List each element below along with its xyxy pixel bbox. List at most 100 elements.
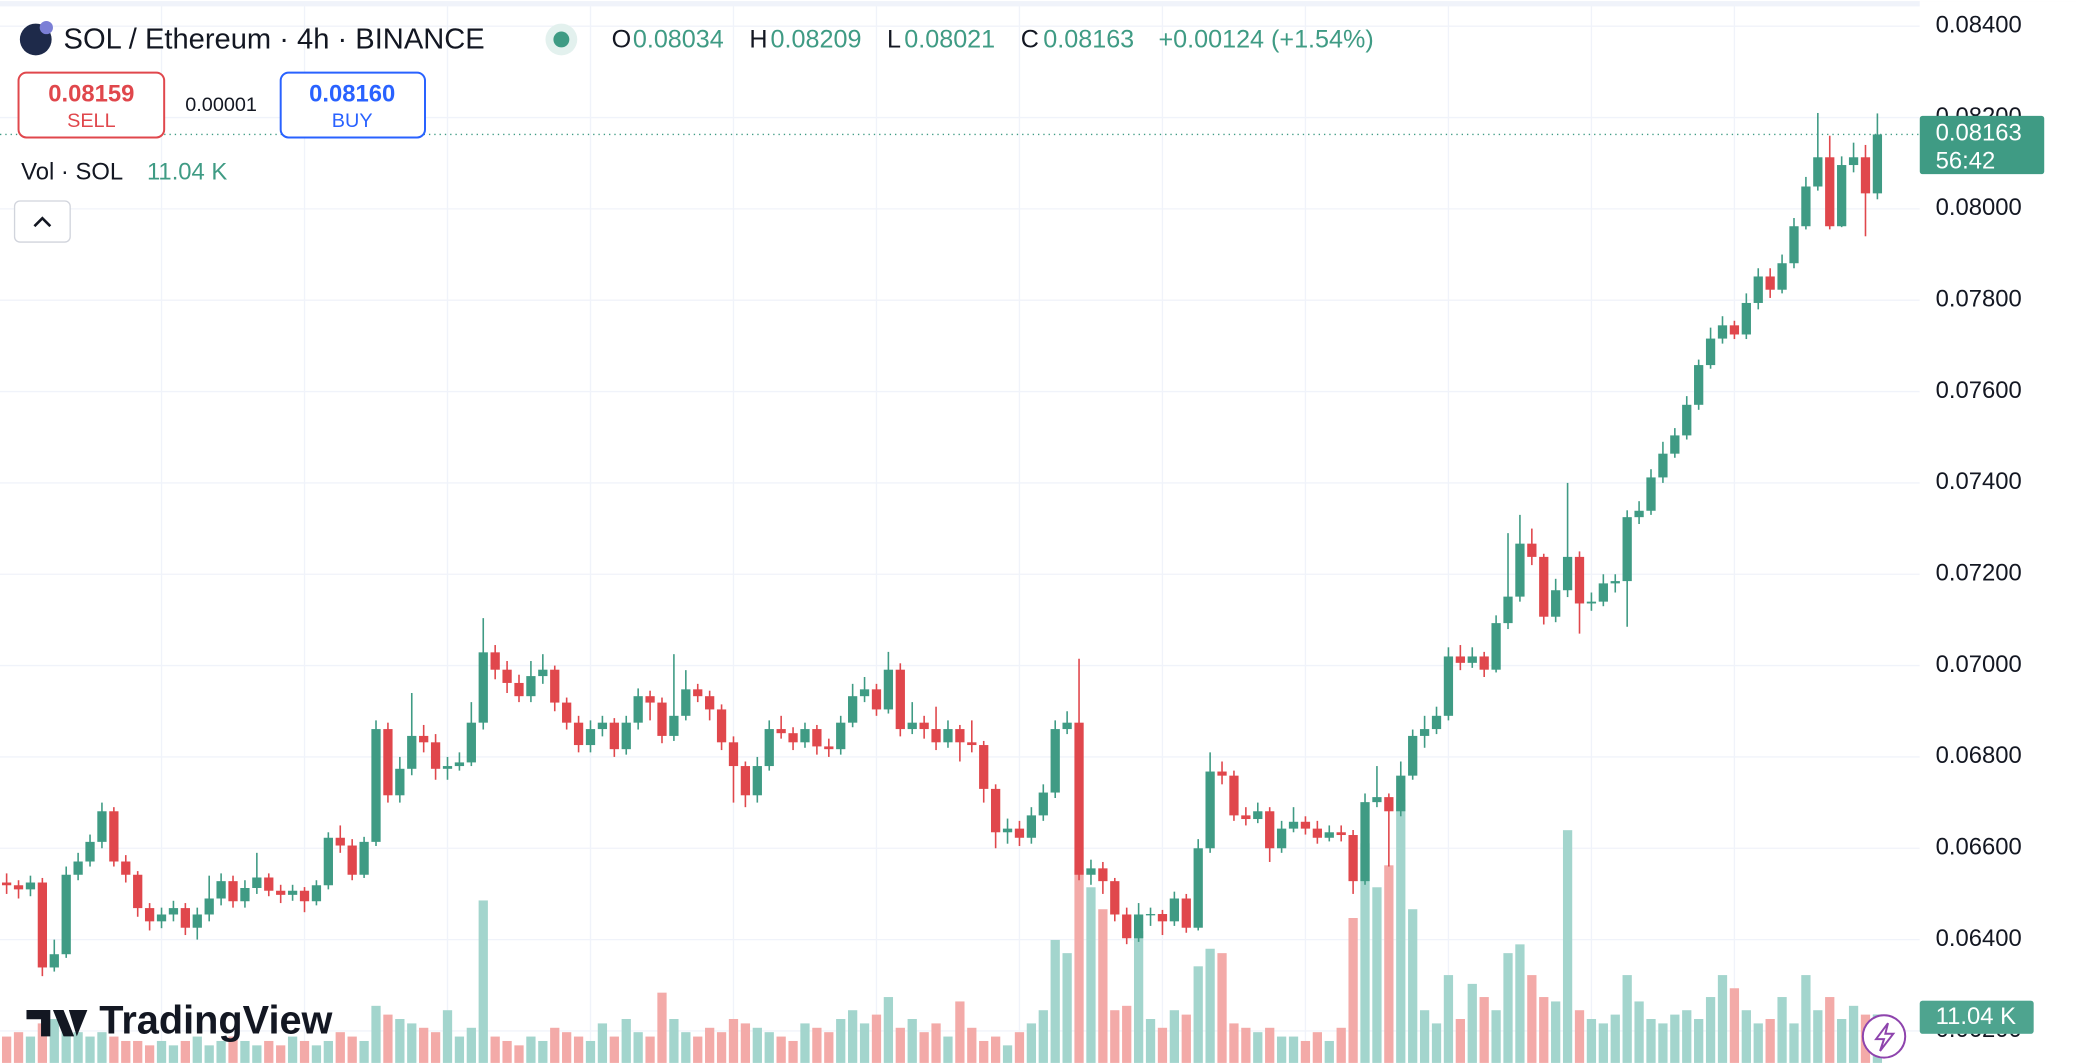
candle-body	[276, 890, 286, 895]
volume-bar	[1431, 1023, 1442, 1063]
buy-label: BUY	[332, 110, 373, 132]
candle-body	[895, 669, 905, 730]
candle-body	[669, 715, 679, 736]
y-tick-label: 0.07200	[1936, 560, 2022, 587]
candle-body	[1443, 656, 1454, 716]
grid	[0, 1, 1920, 1063]
volume-bar	[836, 1019, 846, 1063]
candle-body	[1038, 792, 1048, 816]
volume-bar	[419, 1027, 429, 1063]
volume-bar	[502, 1040, 512, 1063]
spread: 0.00001	[185, 94, 257, 116]
volume-bar	[883, 997, 894, 1063]
volume-bar	[359, 1040, 369, 1063]
volume-bar	[1193, 966, 1203, 1063]
volume-bar	[943, 1036, 953, 1063]
candle-body	[693, 689, 703, 697]
volume-bar	[1682, 1010, 1692, 1063]
candle-body	[1515, 543, 1525, 597]
volume-bar	[1586, 1019, 1597, 1063]
candle-body	[109, 811, 119, 862]
candle-body	[514, 682, 524, 697]
candle-body	[1527, 543, 1537, 557]
candle-body	[728, 742, 739, 767]
lightning-icon	[1874, 1022, 1896, 1052]
volume-bar	[1110, 1010, 1120, 1063]
volume-bar	[681, 1032, 691, 1063]
candle-body	[97, 811, 107, 842]
last-price-label: 0.08163	[1936, 120, 2022, 147]
volume-bar	[1670, 1014, 1680, 1063]
ohlc-value: 0.08021	[904, 25, 995, 53]
volume-bar	[1741, 1010, 1751, 1063]
volume-bar	[1324, 1040, 1334, 1063]
candle-body	[1348, 835, 1358, 882]
candle-layer	[1, 112, 1883, 977]
volume-bar	[1300, 1040, 1311, 1063]
candle-body	[764, 729, 774, 767]
countdown: 56:42	[1936, 148, 1996, 175]
market-status-dot	[553, 31, 570, 48]
lightning-button[interactable]	[1861, 1014, 1907, 1059]
volume-bar	[550, 1027, 560, 1063]
volume-bar	[1455, 1019, 1465, 1063]
candle-body	[1622, 517, 1632, 582]
candle-body	[1229, 775, 1239, 816]
volume-bar	[967, 1027, 977, 1063]
volume-bar	[621, 1019, 631, 1063]
candle-body	[705, 696, 715, 710]
y-tick-label: 0.07800	[1936, 286, 2022, 313]
candle-body	[1825, 157, 1835, 227]
y-tick-label: 0.07000	[1936, 651, 2022, 678]
candle-body	[407, 735, 417, 769]
volume-bar	[1133, 931, 1144, 1063]
volume-bar	[1276, 1036, 1287, 1063]
candle-body	[1372, 797, 1382, 803]
candle-body	[1384, 797, 1394, 812]
volume-bar	[276, 1045, 286, 1063]
volume-bar	[824, 1032, 834, 1063]
volume-bar	[1777, 997, 1787, 1063]
volume-bar	[1789, 1023, 1799, 1063]
volume-bar	[776, 1036, 786, 1063]
volume-bar	[144, 1045, 155, 1063]
sell-price: 0.08159	[48, 80, 134, 107]
volume-bar	[1753, 1023, 1763, 1063]
candle-body	[859, 689, 870, 697]
price-change: +0.00124 (+1.54%)	[1158, 25, 1373, 53]
candle-body	[1408, 735, 1418, 776]
volume-bar	[705, 1027, 715, 1063]
candle-body	[490, 652, 500, 670]
volume-bar	[979, 1040, 989, 1063]
volume-bar	[442, 1010, 453, 1063]
volume-bar	[669, 1019, 679, 1063]
candle-body	[645, 696, 655, 703]
volume-bar	[216, 1040, 226, 1063]
volume-bar	[1026, 1023, 1037, 1063]
volume-bar	[1825, 997, 1835, 1063]
volume-bar	[562, 1032, 572, 1063]
candle-body	[550, 669, 560, 703]
volume-bar	[1646, 1019, 1656, 1063]
collapse-button[interactable]	[13, 200, 71, 243]
candle-body	[502, 669, 512, 683]
volume-bar	[1467, 983, 1477, 1063]
candle-body	[323, 837, 333, 886]
sell-button[interactable]	[17, 71, 166, 139]
volume-bar	[800, 1023, 810, 1063]
volume-bar	[121, 1040, 131, 1063]
candle-body	[573, 722, 584, 746]
volume-bar	[466, 1027, 476, 1063]
candle-body	[13, 885, 24, 890]
candle-body	[1110, 881, 1120, 915]
buy-button[interactable]	[279, 71, 426, 139]
volume-bar	[1658, 1023, 1668, 1063]
volume-bar	[1562, 830, 1573, 1063]
volume-bar	[1145, 1019, 1156, 1063]
candle-body	[144, 908, 155, 922]
volume-bar	[156, 1040, 167, 1063]
volume-bar	[49, 1019, 59, 1063]
volume-bar	[955, 1001, 965, 1063]
